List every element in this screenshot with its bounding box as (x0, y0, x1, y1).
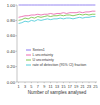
y-tick (16, 66, 18, 67)
x-tick-label: 3 (24, 85, 26, 89)
x-axis-label: Number of samples analysed (28, 90, 87, 95)
legend-label: rate of detection (95% CI) fraction (33, 63, 87, 67)
legend-label: Series1 (33, 48, 45, 52)
x-tick (18, 82, 19, 83)
x-tick-label: 5 (30, 85, 32, 89)
y-tick-label: 0.60 (7, 33, 16, 38)
chart: 0.000.200.400.600.801.001357911131517192… (0, 0, 100, 105)
x-tick (37, 82, 38, 83)
x-tick (44, 82, 45, 83)
legend-swatch (26, 65, 31, 66)
plot-area (19, 5, 96, 23)
legend-label: U uncertainty (33, 58, 54, 62)
x-tick (95, 82, 96, 83)
x-tick-label: 11 (49, 85, 53, 89)
y-tick-label: 0.20 (7, 64, 16, 69)
legend: Series1L uncertaintyU uncertaintyrate of… (26, 48, 86, 67)
x-tick-label: 21 (80, 85, 84, 89)
legend-label: L uncertainty (33, 53, 54, 57)
y-tick (16, 35, 18, 36)
x-axis (17, 82, 97, 83)
x-tick-label: 23 (87, 85, 91, 89)
x-tick-label: 17 (68, 85, 72, 89)
y-tick-label: 0.80 (7, 18, 16, 23)
series-line (19, 5, 96, 6)
y-tick (16, 82, 18, 83)
series-line (19, 11, 96, 17)
x-tick (25, 82, 26, 83)
legend-swatch (26, 50, 31, 51)
x-tick (82, 82, 83, 83)
x-tick (50, 82, 51, 83)
legend-swatch (26, 55, 31, 56)
x-tick-label: 15 (61, 85, 65, 89)
y-tick (16, 5, 18, 6)
y-tick-label: 1.00 (7, 3, 16, 8)
x-tick-label: 13 (55, 85, 59, 89)
x-tick (31, 82, 32, 83)
x-tick (57, 82, 58, 83)
series-line (19, 14, 96, 20)
x-tick (63, 82, 64, 83)
y-tick-label: 0.00 (7, 80, 16, 85)
x-tick-label: 1 (18, 85, 20, 89)
legend-swatch (26, 60, 31, 61)
y-tick (16, 51, 18, 52)
x-tick-label: 19 (74, 85, 78, 89)
y-tick-label: 0.40 (7, 49, 16, 54)
x-tick (69, 82, 70, 83)
y-axis (17, 5, 18, 82)
x-tick (89, 82, 90, 83)
y-tick (16, 20, 18, 21)
x-tick-label: 7 (37, 85, 39, 89)
x-tick-label: 9 (43, 85, 45, 89)
x-tick (76, 82, 77, 83)
x-tick-label: 25 (93, 85, 97, 89)
series-line (19, 17, 96, 24)
